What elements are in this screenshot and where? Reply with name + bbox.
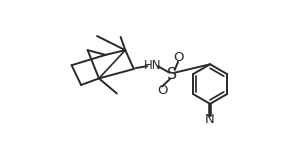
Text: O: O [157, 84, 167, 97]
Text: HN: HN [144, 59, 161, 72]
Text: O: O [173, 51, 183, 64]
Text: N: N [205, 113, 215, 126]
Text: S: S [167, 67, 177, 82]
